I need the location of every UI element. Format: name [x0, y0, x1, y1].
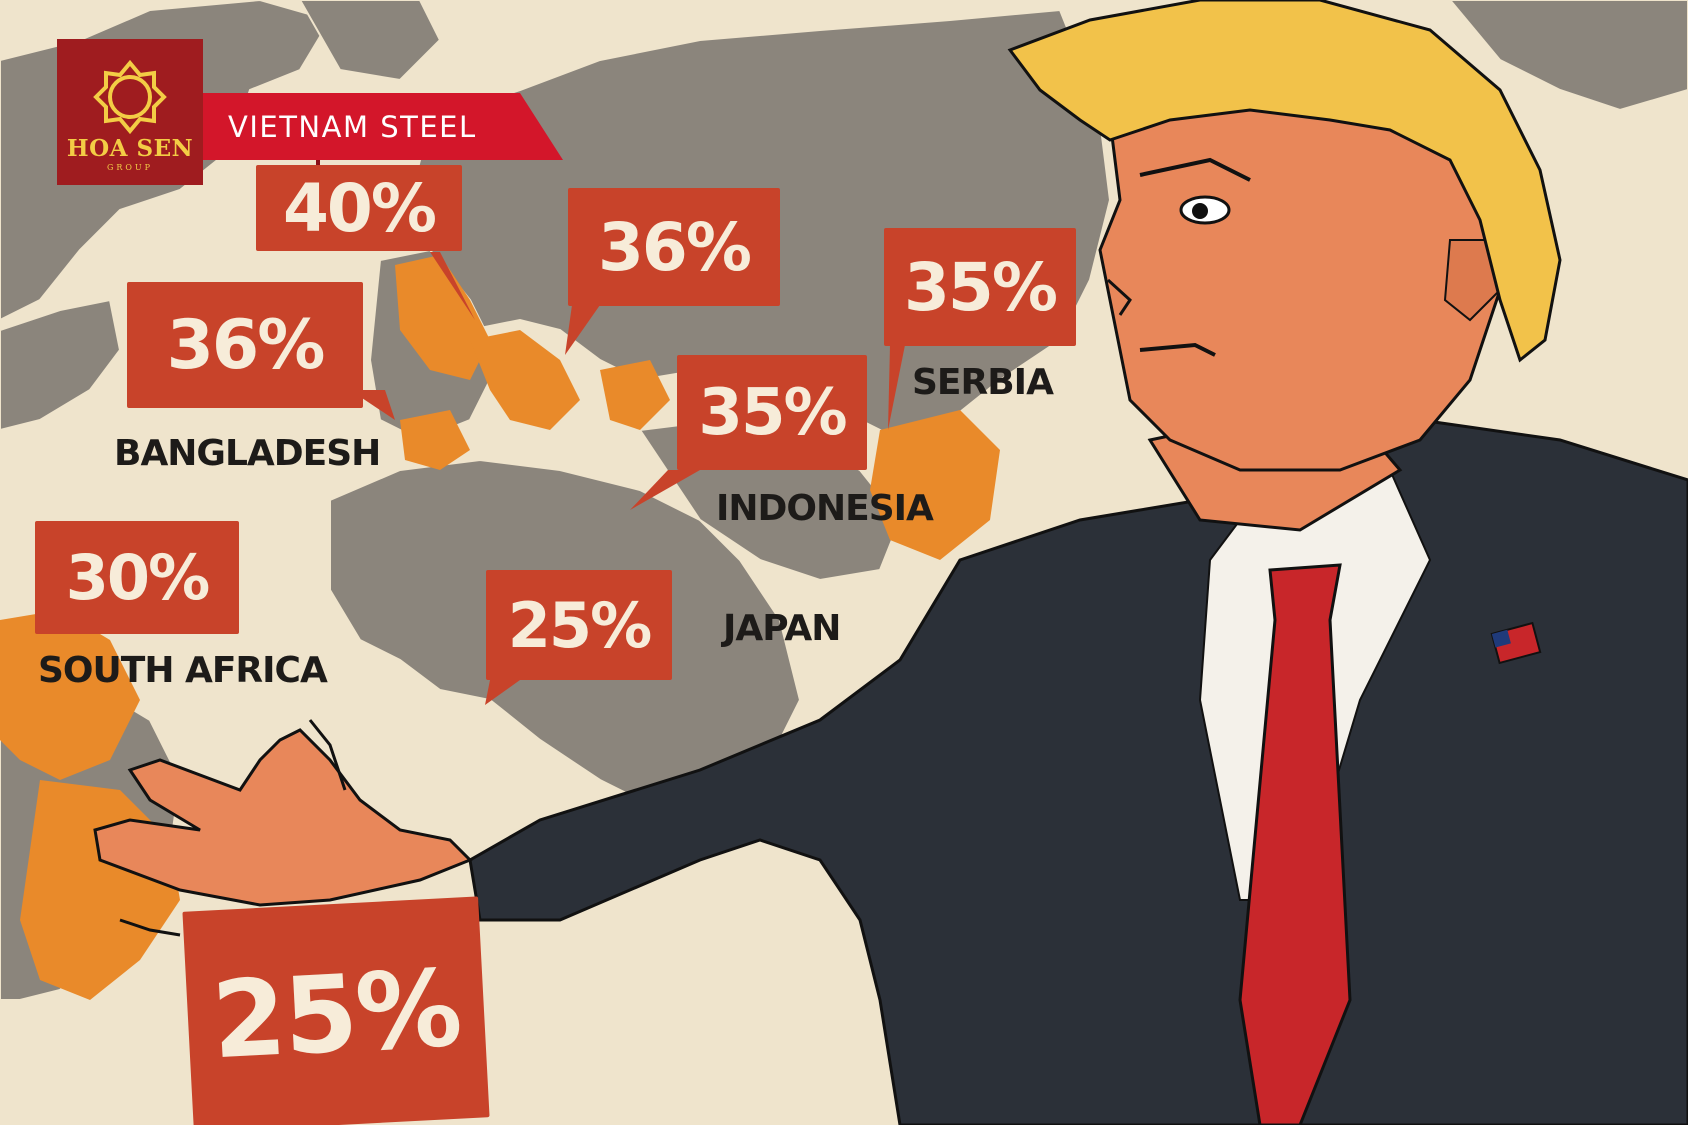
tariff-bubble-east: 36% [568, 188, 780, 306]
tariff-rate: 35% [904, 248, 1058, 326]
tariff-rate: 36% [598, 208, 752, 286]
tariff-rate: 36% [166, 305, 326, 385]
hair [1007, 0, 1562, 363]
highlighted-regions [0, 255, 1000, 1000]
logo-wordmark: HOA SEN [66, 135, 194, 162]
held-tariff-card: 25% [182, 896, 490, 1125]
hand [93, 728, 473, 907]
banner-label: VIETNAM STEEL [228, 110, 477, 144]
bubble-tails [350, 252, 905, 705]
tariff-rate: 25% [209, 946, 463, 1083]
tie [1238, 563, 1352, 1125]
country-label-indonesia: INDONESIA [716, 488, 934, 529]
brand-banner [203, 93, 563, 160]
country-label-bangladesh: BANGLADESH [114, 433, 381, 474]
hoa-sen-logo: HOA SEN GROUP [57, 39, 203, 185]
country-label-japan: JAPAN [723, 608, 841, 649]
lotus-icon [93, 59, 167, 135]
tariff-rate: 25% [507, 588, 652, 662]
tariff-rate: 35% [698, 375, 847, 450]
flag-pin [1490, 621, 1542, 665]
tariff-bubble-bangladesh: 36% [127, 282, 363, 408]
caricature-figure [93, 0, 1688, 1125]
tariff-bubble-japan: 25% [486, 570, 672, 680]
tariff-bubble-indonesia: 35% [677, 355, 867, 470]
tariff-bubble-south-africa: 30% [35, 521, 239, 634]
country-label-south-africa: SOUTH AFRICA [38, 650, 328, 691]
tariff-rate: 40% [283, 169, 437, 247]
logo-subtext: GROUP [106, 163, 154, 172]
tariff-bubble-top-left: 40% [256, 165, 462, 251]
country-label-serbia: SERBIA [912, 362, 1054, 403]
tariff-rate: 30% [65, 541, 210, 614]
tariff-bubble-serbia: 35% [884, 228, 1076, 346]
